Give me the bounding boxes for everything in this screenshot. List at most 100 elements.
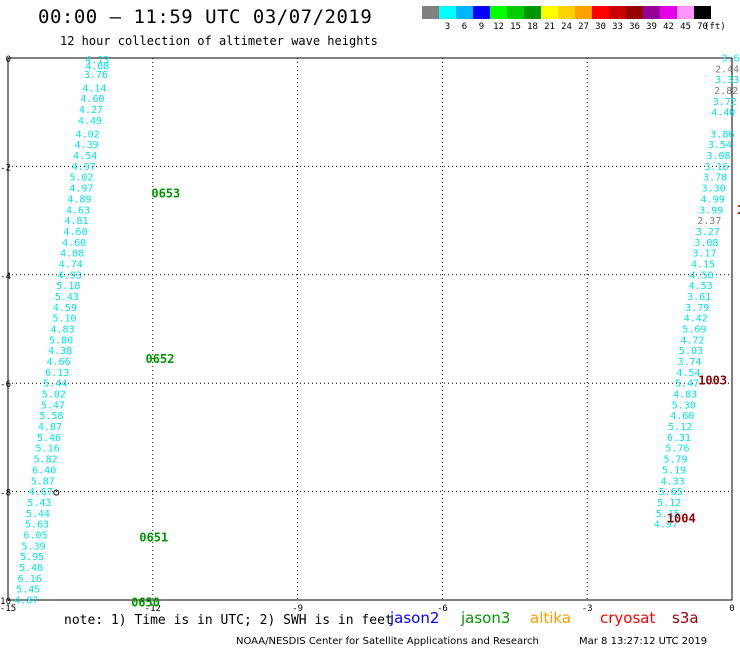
x-tick-label: -3: [582, 604, 593, 614]
wave-height-value: 4.63: [66, 205, 90, 216]
wave-height-value: 4.60: [64, 227, 88, 238]
legend-swatch: [490, 6, 507, 19]
wave-height-value: 3.08: [694, 238, 718, 249]
wave-height-value: 4.97: [69, 184, 93, 195]
wave-height-value: 3.99: [699, 205, 723, 216]
time-label: 0653: [151, 187, 180, 201]
wave-height-value: 5.63: [25, 520, 49, 531]
wave-height-value: 5.47: [41, 400, 65, 411]
wave-height-value: 3.79: [685, 303, 709, 314]
y-tick-label: -10: [0, 597, 11, 607]
wave-height-value: 3.72: [713, 97, 737, 108]
wave-height-value: 5.02: [42, 390, 66, 401]
legend-swatch: [439, 6, 456, 19]
wave-height-value: 4.97: [72, 162, 96, 173]
wave-height-value: 4.02: [76, 129, 100, 140]
legend-label: 15: [510, 22, 521, 32]
wave-height-value: 4.81: [64, 216, 88, 227]
legend-swatch: [422, 6, 439, 19]
wave-height-value: 3.27: [696, 227, 720, 238]
color-legend: 3 6 9 12 15 18 21 24 27 30 33 36 39 42 45 70 (ft): [422, 6, 726, 32]
wave-height-value: 4.50: [690, 270, 714, 281]
wave-height-value: 2.82: [714, 86, 738, 97]
wave-height-value: 4.67: [29, 487, 53, 498]
wave-height-value: 4.42: [684, 314, 708, 325]
wave-height-value: 4.83: [673, 390, 697, 401]
legend-label: 70: [697, 22, 708, 32]
sat-jason2: jason2: [390, 609, 440, 627]
wave-height-value: 4.60: [670, 411, 694, 422]
wave-height-value: 3.61: [687, 292, 711, 303]
legend-label: 18: [527, 22, 538, 32]
wave-height-value: 5.95: [20, 552, 44, 563]
legend-label: 12: [493, 22, 504, 32]
wave-height-value: 4.13: [85, 55, 109, 66]
wave-height-value: 4.87: [38, 422, 62, 433]
page-subtitle: 12 hour collection of altimeter wave hei…: [60, 34, 378, 48]
legend-label: 9: [478, 22, 485, 32]
plot-frame: [7, 57, 733, 601]
x-tick-label: -12: [145, 604, 161, 614]
legend-label: 42: [663, 22, 674, 32]
wave-height-value: 6.13: [45, 368, 69, 379]
wave-height-value: 4.54: [677, 368, 701, 379]
wave-height-value: 4.72: [680, 335, 704, 346]
wave-height-value: 6.40: [32, 465, 56, 476]
wave-height-value: 4.88: [60, 249, 84, 260]
legend-label: 36: [629, 22, 640, 32]
wave-height-value: 4.83: [50, 325, 74, 336]
y-tick-label: 0: [6, 55, 11, 65]
wave-height-value: 5.16: [36, 444, 60, 455]
sat-s3a: s3a: [672, 609, 699, 627]
legend-swatch: [643, 6, 660, 19]
wave-height-value: 2.37: [697, 216, 721, 227]
wave-height-value: 6.31: [667, 433, 691, 444]
wave-height-value: 4.15: [691, 259, 715, 270]
wave-height-value: 5.65: [659, 487, 683, 498]
legend-swatch: [456, 6, 473, 19]
y-tick-label: -6: [0, 380, 11, 390]
legend-unit: (ft): [704, 22, 726, 32]
wave-height-value: 3.16: [705, 162, 729, 173]
wave-height-value: 4.38: [48, 346, 72, 357]
legend-swatch: [507, 6, 524, 19]
legend-label: 6: [461, 22, 468, 32]
wave-height-value: 5.69: [682, 325, 706, 336]
wave-height-value: 5.43: [55, 292, 79, 303]
legend-swatch: [626, 6, 643, 19]
wave-height-value: 5.46: [37, 433, 61, 444]
wave-height-value: 5.03: [679, 346, 703, 357]
x-tick-label: -6: [437, 604, 448, 614]
wave-height-value: 5.58: [39, 411, 63, 422]
wave-height-value: 4.54: [73, 151, 97, 162]
legend-labels: 3 6 9 12 15 18 21 24 27 30 33 36 39 42 45 70: [422, 22, 740, 34]
y-tick-label: -4: [0, 272, 11, 282]
wave-height-value: 4.08: [85, 62, 109, 73]
legend-swatch: [694, 6, 711, 19]
legend-label: 39: [646, 22, 657, 32]
sat-jason3: jason3: [461, 609, 511, 627]
wave-height-value: 5.19: [662, 465, 686, 476]
wave-height-value: 3.78: [703, 173, 727, 184]
track-marker: [53, 489, 60, 496]
wave-height-value: 5.15: [656, 509, 680, 520]
legend-label: 45: [680, 22, 691, 32]
wave-height-value: 4.27: [79, 105, 103, 116]
wave-height-value: 3.54: [708, 140, 732, 151]
sat-altika: altika: [530, 609, 572, 627]
wave-height-value: 5.45: [16, 585, 40, 596]
legend-label: 3: [444, 22, 451, 32]
wave-height-value: 6.16: [18, 574, 42, 585]
wave-height-value: 3.08: [706, 151, 730, 162]
wave-height-value: 3.76: [84, 70, 108, 81]
x-tick-label: -15: [0, 604, 16, 614]
legend-swatch: [660, 6, 677, 19]
wave-height-value: 4.60: [80, 94, 104, 105]
time-label: 0651: [139, 531, 168, 545]
wave-height-value: 4.49: [78, 116, 102, 127]
legend-swatches: [422, 6, 711, 19]
wave-height-value: 5.44: [26, 509, 50, 520]
page-title: 00:00 – 11:59 UTC 03/07/2019: [38, 6, 373, 28]
legend-swatch: [677, 6, 694, 19]
